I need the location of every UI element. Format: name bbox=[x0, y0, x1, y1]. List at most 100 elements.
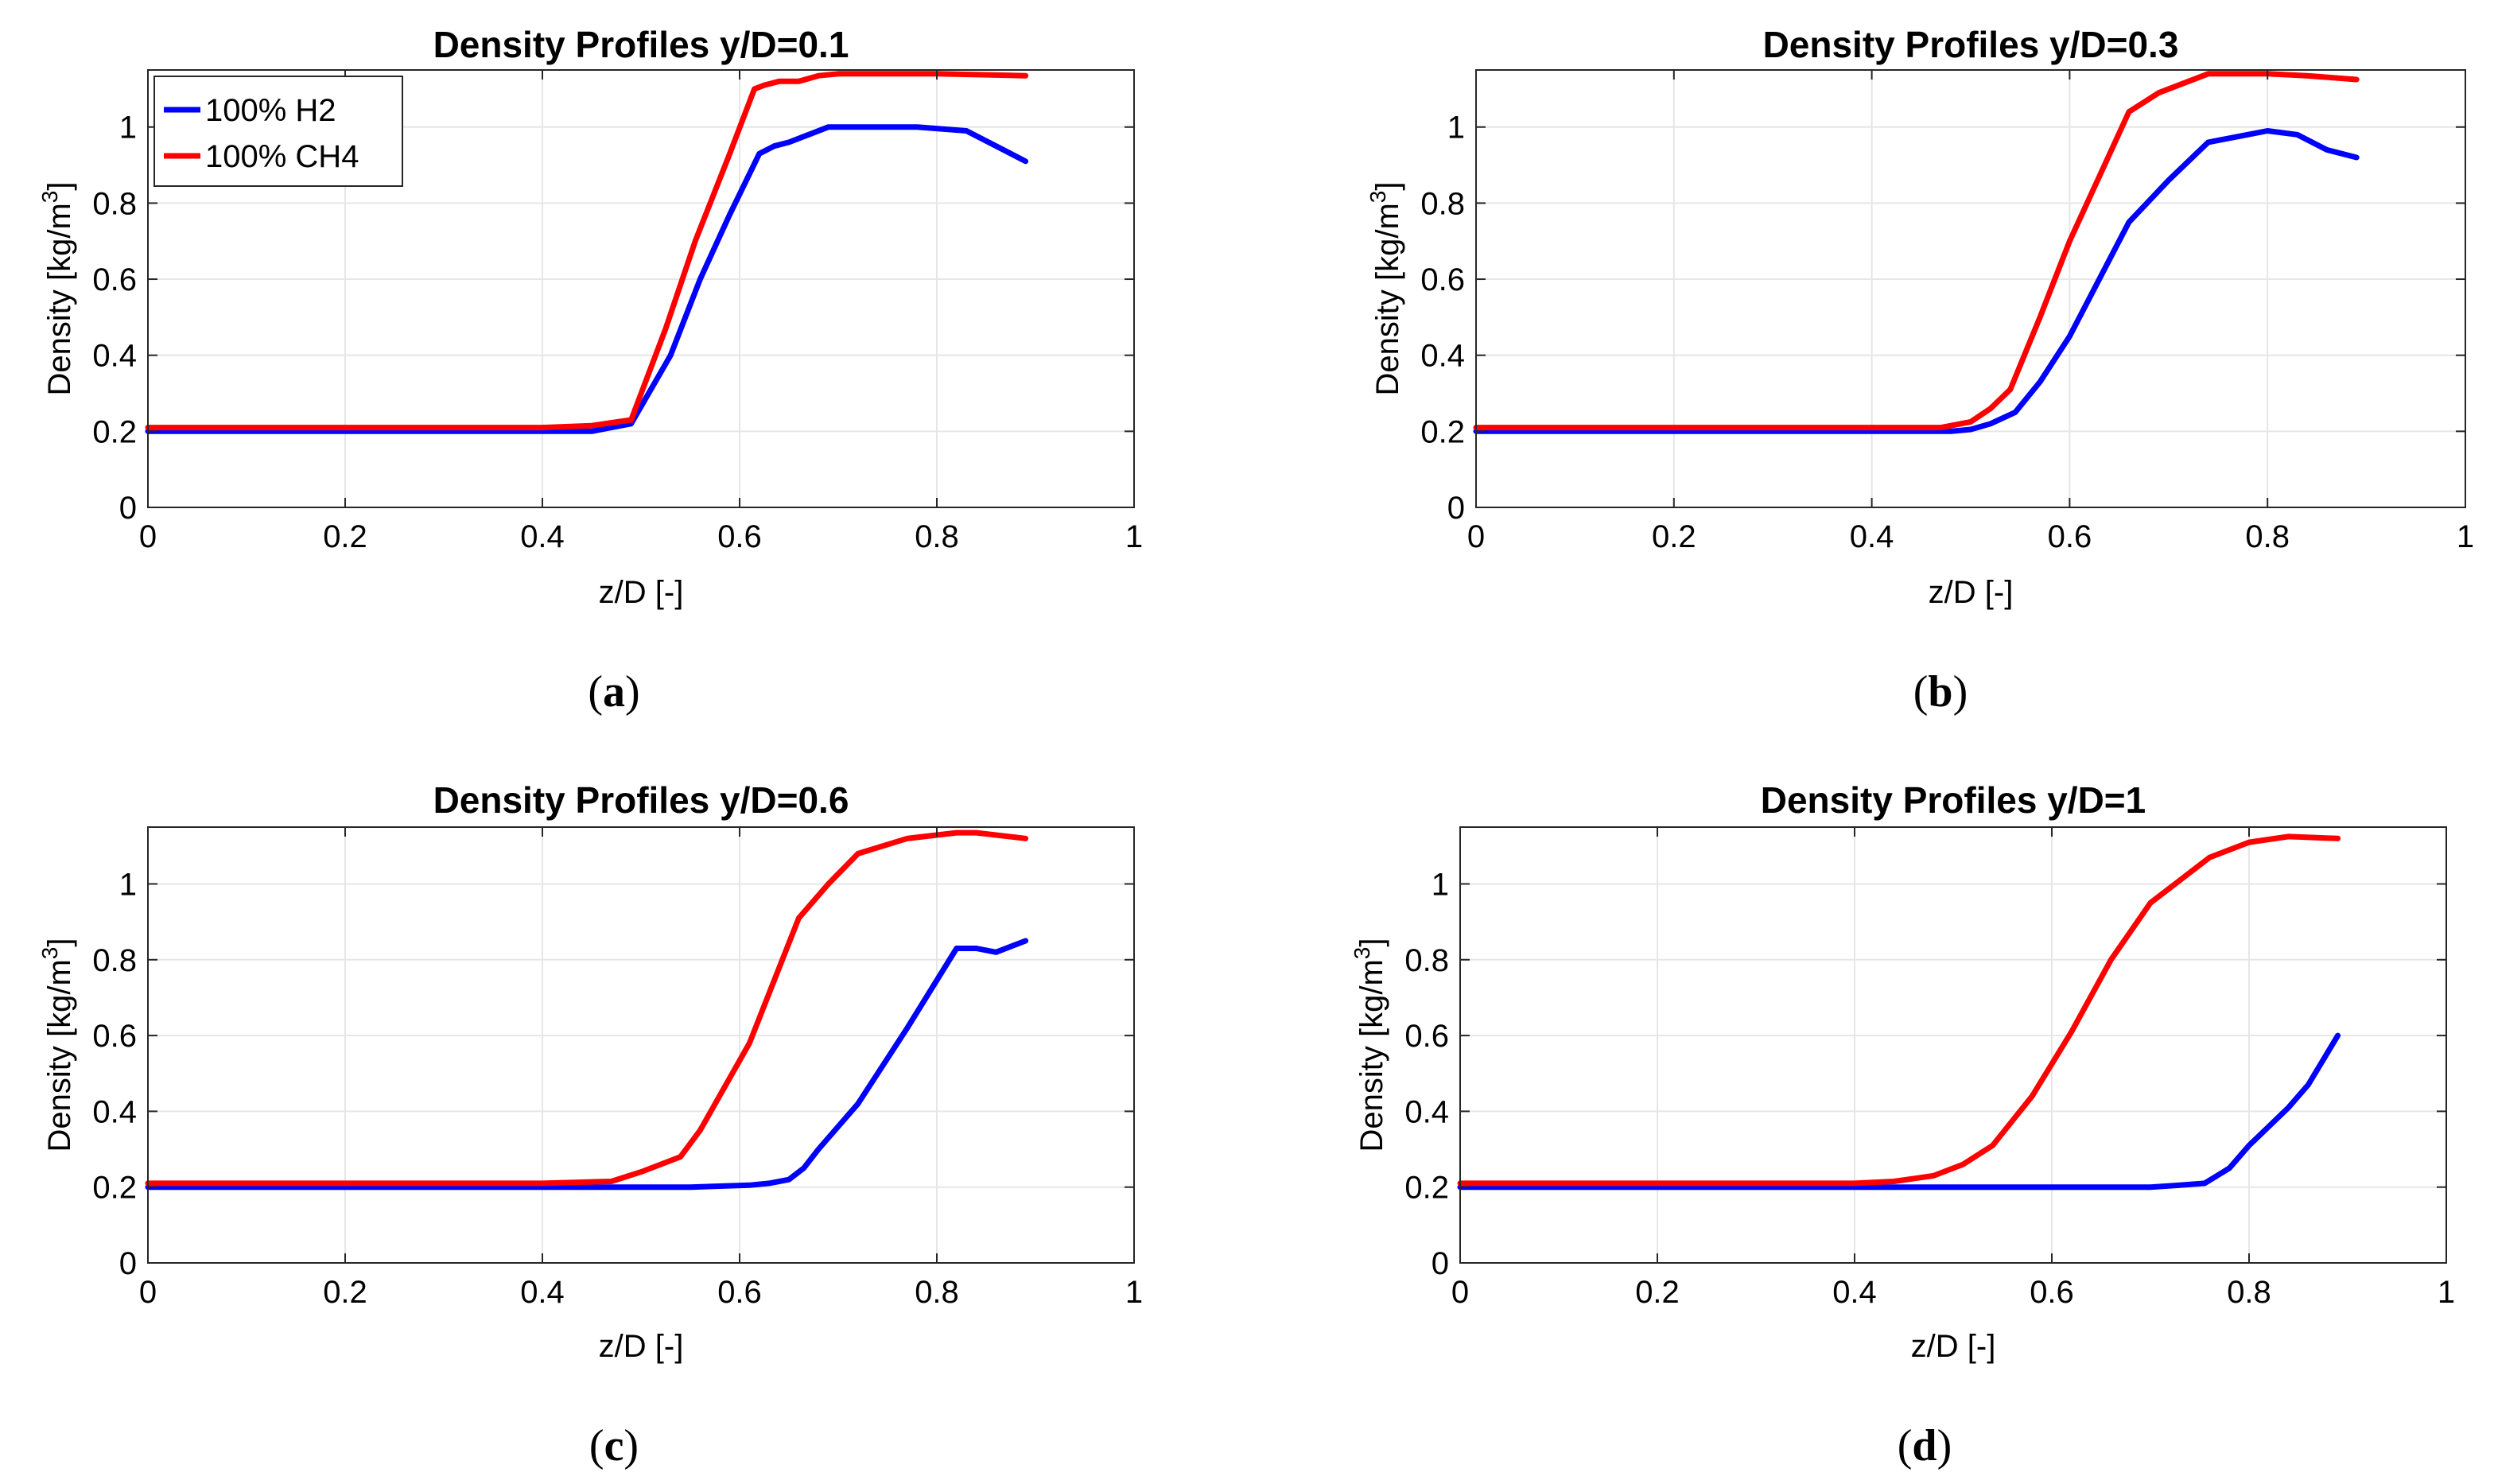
y-axis-label-close: ] bbox=[42, 938, 77, 947]
grid bbox=[1475, 70, 2466, 508]
panel-caption: (a) bbox=[588, 667, 639, 717]
panel-a: Density Profiles y/D=0.1 0 0.2 0.4 0.6 0.8 10… bbox=[37, 24, 1143, 717]
x-tick-label: 1 bbox=[2438, 1275, 2455, 1310]
x-axis-label: z/D [-] bbox=[1911, 1329, 1996, 1364]
x-tick-label: 0.8 bbox=[915, 1275, 959, 1310]
x-tick-label: 0.6 bbox=[717, 519, 762, 554]
series-layer bbox=[1473, 71, 2360, 434]
x-tick-label: 1 bbox=[1125, 1275, 1143, 1310]
panel-d: Density Profiles y/D=1 0 0.2 0.4 0.6 0.8 1 0 0.… bbox=[1350, 779, 2455, 1470]
ch4-series-line bbox=[1457, 833, 2341, 1187]
x-tick-label: 0.8 bbox=[915, 519, 959, 554]
caption-close-paren: ) bbox=[624, 1421, 639, 1470]
chart-title: Density Profiles y/D=0.3 bbox=[1763, 24, 2179, 65]
ticks: 0 0.2 0.4 0.6 0.8 1 0 0.2 0.4 0.6 0.8 1 bbox=[92, 827, 1143, 1310]
y-axis-label-superscript: 3 bbox=[37, 191, 62, 204]
caption-open-paren: ( bbox=[1913, 667, 1929, 717]
y-tick-label: 0.8 bbox=[1420, 186, 1465, 221]
y-axis-label: Density [kg/m3] bbox=[37, 938, 77, 1152]
y-tick-label: 0.8 bbox=[1404, 943, 1449, 978]
x-tick-label: 0 bbox=[139, 1275, 157, 1310]
y-tick-label: 0.4 bbox=[1404, 1094, 1449, 1129]
panel-b: Density Profiles y/D=0.3 0 0.2 0.4 0.6 0.8 1 0… bbox=[1365, 24, 2474, 717]
ticks: 0 0.2 0.4 0.6 0.8 1 0 0.2 0.4 0.6 0.8 1 bbox=[1404, 827, 2455, 1310]
x-tick-label: 0.4 bbox=[520, 1275, 565, 1310]
caption-open-paren: ( bbox=[588, 667, 603, 717]
x-tick-label: 0 bbox=[1467, 519, 1485, 554]
y-tick-label: 0.2 bbox=[1404, 1171, 1449, 1206]
x-axis-label: z/D [-] bbox=[599, 1329, 684, 1364]
caption-close-paren: ) bbox=[1953, 667, 1968, 717]
y-axis-label-main: Density [kg/m bbox=[1370, 203, 1405, 395]
y-axis-label: Density [kg/m3] bbox=[1365, 182, 1405, 396]
y-axis-label-main: Density [kg/m bbox=[42, 959, 77, 1152]
caption-open-paren: ( bbox=[589, 1421, 604, 1470]
y-tick-label: 0.8 bbox=[92, 186, 137, 221]
plot-frame bbox=[1475, 69, 2466, 508]
y-tick-label: 0 bbox=[119, 1246, 137, 1281]
x-tick-label: 0.2 bbox=[323, 1275, 367, 1310]
legend: 100% H2 100% CH4 bbox=[153, 76, 403, 187]
panel-caption: (b) bbox=[1913, 667, 1968, 717]
x-tick-label: 1 bbox=[1125, 519, 1143, 554]
y-tick-label: 0.2 bbox=[92, 414, 137, 449]
h2-series-line bbox=[1473, 128, 2360, 434]
y-tick-label: 0.6 bbox=[1404, 1019, 1449, 1054]
legend-box bbox=[153, 76, 403, 187]
chart-title: Density Profiles y/D=0.6 bbox=[433, 779, 849, 821]
x-tick-label: 0.6 bbox=[717, 1275, 762, 1310]
legend-label-h2: 100% H2 bbox=[205, 93, 336, 128]
y-tick-label: 0.6 bbox=[92, 1019, 137, 1054]
chart-title: Density Profiles y/D=1 bbox=[1761, 779, 2146, 821]
y-tick-label: 0 bbox=[1432, 1246, 1449, 1281]
y-tick-label: 0 bbox=[119, 491, 137, 526]
x-tick-label: 0.6 bbox=[2048, 519, 2092, 554]
x-tick-label: 0 bbox=[139, 519, 157, 554]
grid bbox=[1459, 827, 2447, 1264]
y-tick-label: 0 bbox=[1447, 491, 1465, 526]
x-tick-label: 0.6 bbox=[2030, 1275, 2074, 1310]
y-tick-label: 0.6 bbox=[1420, 262, 1465, 297]
y-tick-label: 1 bbox=[119, 111, 137, 146]
ticks: 0 0.2 0.4 0.6 0.8 1 0 0.2 0.4 0.6 0.8 1 bbox=[1420, 70, 2474, 554]
ch4-series-line bbox=[145, 829, 1029, 1187]
series-layer bbox=[145, 829, 1029, 1191]
plot-frame bbox=[147, 826, 1135, 1264]
ch4-series-line bbox=[1473, 71, 2360, 431]
y-tick-label: 0.2 bbox=[1420, 414, 1465, 449]
panel-caption: (c) bbox=[589, 1421, 639, 1470]
legend-label-ch4: 100% CH4 bbox=[205, 139, 359, 174]
y-tick-label: 0.4 bbox=[92, 339, 137, 374]
h2-series-line bbox=[1457, 1032, 2341, 1191]
x-tick-label: 0 bbox=[1451, 1275, 1469, 1310]
y-axis-label-main: Density [kg/m bbox=[42, 203, 77, 395]
y-tick-label: 0.4 bbox=[1420, 339, 1465, 374]
x-tick-label: 0.8 bbox=[2227, 1275, 2271, 1310]
y-tick-label: 1 bbox=[119, 867, 137, 902]
panel-caption: (d) bbox=[1898, 1421, 1952, 1470]
x-tick-label: 0.2 bbox=[1652, 519, 1696, 554]
h2-series-line bbox=[145, 124, 1029, 434]
x-tick-label: 0.2 bbox=[1635, 1275, 1680, 1310]
caption-close-paren: ) bbox=[1937, 1421, 1952, 1470]
caption-close-paren: ) bbox=[625, 667, 640, 717]
caption-letter: c bbox=[604, 1421, 624, 1470]
x-axis-label: z/D [-] bbox=[1929, 575, 2014, 610]
x-axis-label: z/D [-] bbox=[599, 575, 684, 610]
x-tick-label: 0.8 bbox=[2245, 519, 2290, 554]
x-tick-label: 1 bbox=[2457, 519, 2474, 554]
y-axis-label-close: ] bbox=[42, 182, 77, 191]
y-axis-label: Density [kg/m3] bbox=[1350, 938, 1389, 1152]
series-layer bbox=[1457, 833, 2341, 1191]
y-tick-label: 0.6 bbox=[92, 262, 137, 297]
y-axis-label-superscript: 3 bbox=[1365, 191, 1390, 204]
y-axis-label-superscript: 3 bbox=[1350, 947, 1374, 960]
y-axis-label-close: ] bbox=[1370, 182, 1405, 191]
caption-letter: b bbox=[1928, 667, 1952, 717]
y-axis-label: Density [kg/m3] bbox=[37, 182, 77, 396]
plot-frame bbox=[1459, 826, 2447, 1264]
y-tick-label: 0.8 bbox=[92, 943, 137, 978]
x-tick-label: 0.2 bbox=[323, 519, 367, 554]
y-tick-label: 0.2 bbox=[92, 1171, 137, 1206]
